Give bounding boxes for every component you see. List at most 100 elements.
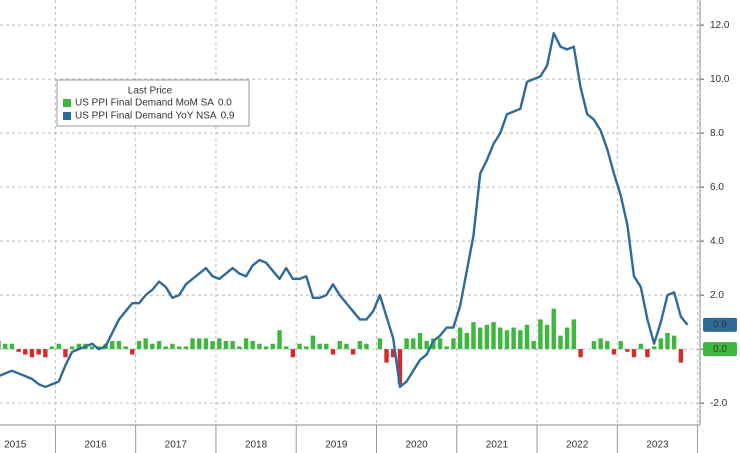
plot-area bbox=[0, 32, 689, 389]
bar bbox=[518, 330, 523, 350]
legend-box bbox=[56, 79, 250, 127]
bar bbox=[645, 349, 650, 358]
bar bbox=[658, 338, 664, 350]
bar bbox=[377, 338, 383, 350]
bar bbox=[197, 338, 202, 350]
bar bbox=[511, 327, 516, 350]
bar bbox=[491, 322, 496, 350]
bar bbox=[310, 335, 316, 350]
legend-title: Last Price bbox=[128, 86, 173, 97]
bar bbox=[364, 343, 369, 350]
bar bbox=[564, 327, 570, 350]
bar bbox=[625, 349, 630, 352]
bar bbox=[170, 343, 175, 350]
bar bbox=[36, 349, 41, 355]
bar bbox=[183, 346, 189, 350]
value-badge-label: 0.9 bbox=[713, 319, 727, 330]
x-tick-label: 2021 bbox=[486, 440, 509, 451]
bar bbox=[531, 341, 536, 350]
value-badge-label: 0.0 bbox=[713, 344, 727, 355]
bar bbox=[337, 341, 342, 350]
bar bbox=[250, 341, 255, 350]
bar bbox=[324, 343, 329, 350]
x-tick-label: 2022 bbox=[566, 440, 589, 451]
legend-swatch bbox=[63, 99, 71, 107]
bar bbox=[237, 346, 242, 350]
bar bbox=[243, 338, 249, 350]
bar bbox=[498, 327, 503, 350]
bar bbox=[16, 349, 21, 352]
bar bbox=[384, 349, 389, 363]
bar bbox=[317, 343, 322, 350]
y-tick-label: 8.0 bbox=[710, 128, 724, 139]
bar bbox=[190, 338, 195, 350]
bar bbox=[618, 341, 623, 350]
bar bbox=[558, 335, 563, 350]
bar bbox=[210, 341, 215, 350]
bar bbox=[257, 343, 262, 350]
bar bbox=[457, 327, 463, 350]
bar bbox=[538, 319, 543, 350]
bar bbox=[76, 343, 82, 350]
legend-value: 0.0 bbox=[218, 98, 232, 109]
bar bbox=[437, 338, 443, 350]
bar bbox=[230, 341, 235, 350]
bar bbox=[411, 338, 416, 350]
bar bbox=[651, 346, 657, 350]
bar bbox=[551, 308, 556, 350]
bar bbox=[123, 346, 128, 350]
bar bbox=[217, 338, 222, 350]
grid bbox=[0, 0, 700, 425]
y-tick-label: 12.0 bbox=[710, 20, 730, 31]
bar bbox=[678, 349, 684, 363]
x-tick-label: 2023 bbox=[646, 440, 669, 451]
x-tick-label: 2020 bbox=[406, 440, 429, 451]
bar bbox=[591, 341, 597, 350]
bar bbox=[478, 327, 483, 350]
x-tick-label: 2015 bbox=[4, 440, 27, 451]
bar bbox=[390, 349, 396, 358]
bar bbox=[270, 343, 275, 350]
legend-value: 0.9 bbox=[221, 111, 235, 122]
value-badge bbox=[703, 342, 737, 357]
legend: Last Price US PPI Final Demand MoM SA 0.0… bbox=[56, 79, 250, 127]
bar bbox=[605, 341, 610, 350]
bar bbox=[56, 343, 61, 350]
bar bbox=[330, 349, 336, 355]
legend-swatch bbox=[63, 112, 71, 120]
bar bbox=[150, 343, 155, 350]
bar bbox=[130, 349, 135, 355]
bar bbox=[136, 341, 142, 350]
bar bbox=[29, 349, 35, 358]
value-badge bbox=[703, 317, 737, 332]
bar bbox=[223, 341, 229, 350]
bar bbox=[297, 343, 302, 350]
y-tick-label: 4.0 bbox=[710, 236, 724, 247]
bar bbox=[578, 349, 583, 358]
bar bbox=[69, 346, 75, 350]
bar bbox=[163, 346, 168, 350]
legend-label: US PPI Final Demand MoM SA bbox=[75, 98, 214, 109]
bar bbox=[444, 346, 449, 350]
bar bbox=[203, 338, 209, 350]
bar bbox=[397, 349, 403, 385]
x-tick-label: 2019 bbox=[325, 440, 348, 451]
bar bbox=[116, 341, 122, 350]
bar bbox=[143, 338, 148, 350]
bar bbox=[504, 330, 510, 350]
bar bbox=[464, 332, 470, 350]
bar bbox=[404, 338, 409, 350]
bar bbox=[156, 341, 162, 350]
bar bbox=[89, 346, 95, 350]
bar bbox=[484, 324, 490, 350]
bar bbox=[344, 343, 349, 350]
bar bbox=[283, 346, 289, 350]
bar bbox=[277, 330, 282, 350]
x-tick-label: 2016 bbox=[84, 440, 107, 451]
bar bbox=[0, 341, 1, 350]
y-tick-label: -2.0 bbox=[710, 398, 728, 409]
y-tick-label: 2.0 bbox=[710, 290, 724, 301]
bar bbox=[304, 346, 309, 350]
